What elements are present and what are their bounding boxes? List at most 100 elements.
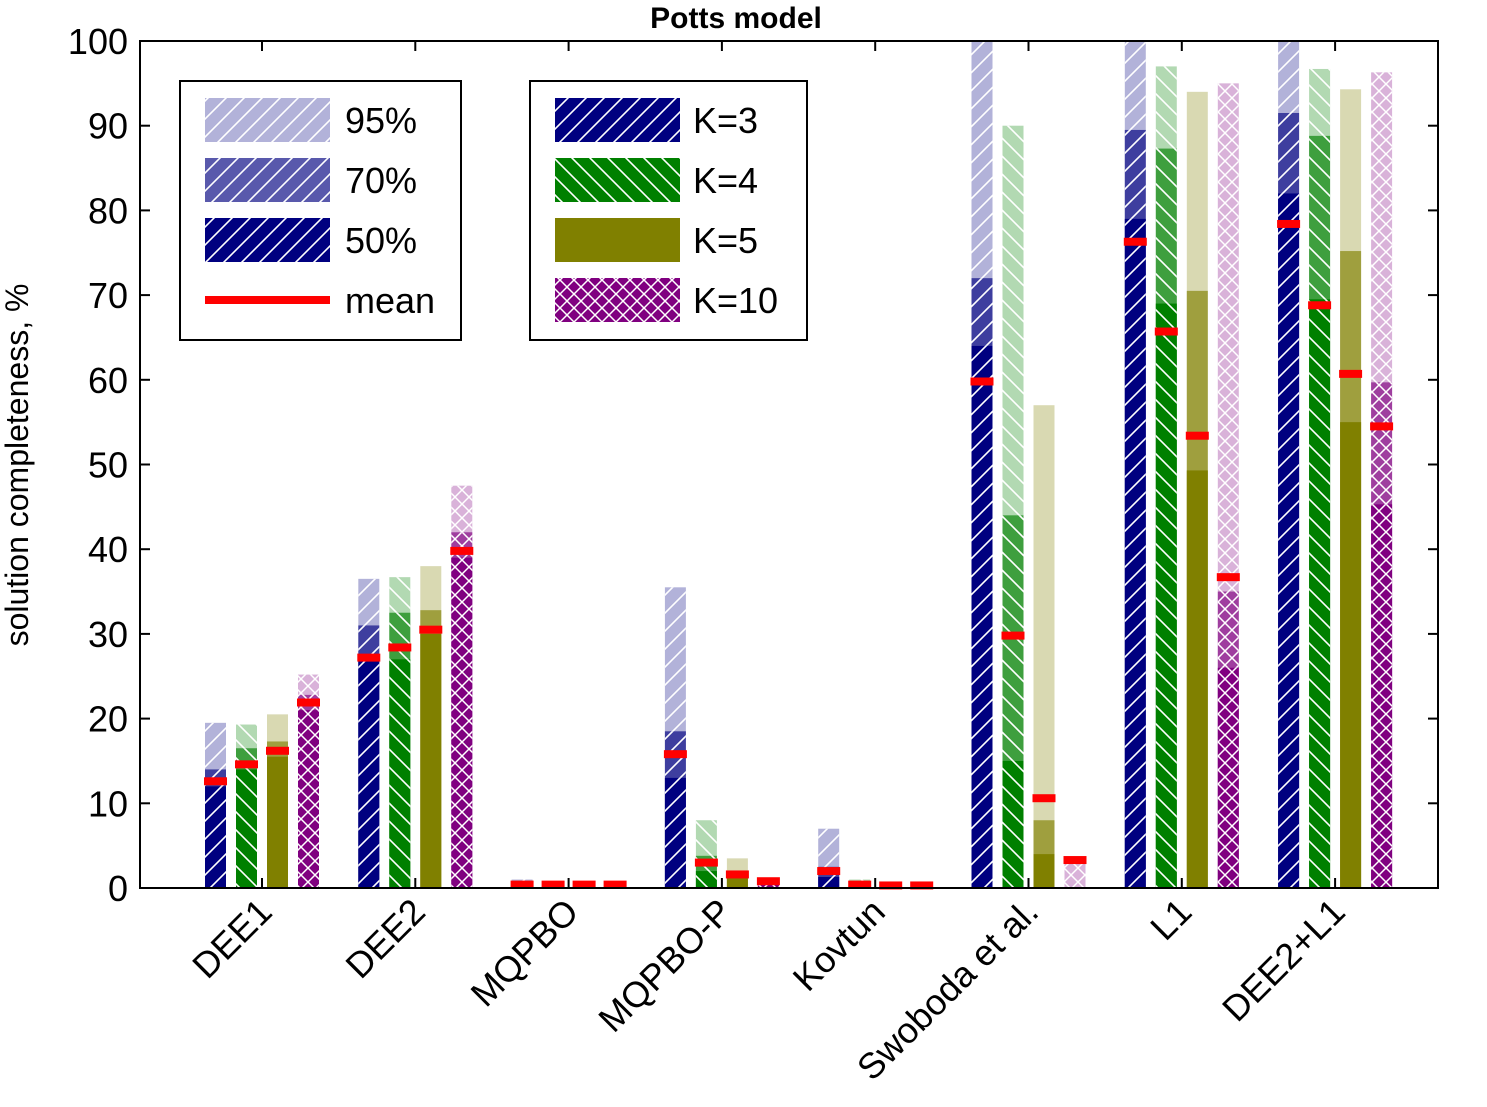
legend-swatch-hatch: [205, 218, 330, 262]
mean-marker-k3-6: [1123, 237, 1147, 246]
bar-p50-k4-7: [1309, 299, 1331, 889]
bar-fill: [1033, 405, 1055, 888]
bar-p50-k5-6: [1186, 470, 1208, 888]
bar-hatch: [818, 876, 840, 888]
bar-hatch: [971, 345, 993, 888]
bar-p50-k4-3: [695, 871, 717, 888]
y-tick-label: 70: [88, 275, 128, 316]
legend-entry-k10: K=10: [555, 278, 778, 322]
y-tick-label: 0: [108, 868, 128, 909]
bar-p50-k5-5: [1033, 854, 1055, 888]
legend-label: K=3: [693, 100, 758, 141]
bar-hatch: [298, 710, 319, 888]
y-tick-label: 40: [88, 529, 128, 570]
bar-p50-k4-5: [1002, 760, 1024, 888]
mean-marker-k4-1: [388, 643, 412, 652]
legend-swatch-hatch: [205, 158, 330, 202]
bar-p50-k10-0: [298, 710, 319, 888]
bar-hatch: [1155, 303, 1177, 888]
bar-hatch: [205, 786, 226, 888]
mean-marker-k3-4: [817, 867, 841, 876]
y-axis-label: solution completeness, %: [0, 284, 35, 647]
mean-marker-k3-1: [357, 653, 381, 662]
bar-p50-k3-5: [971, 345, 993, 888]
bar-hatch: [1371, 504, 1393, 888]
bar-p50-k3-3: [664, 777, 686, 888]
bar-p50-k3-1: [358, 659, 380, 888]
mean-marker-k5-7: [1339, 369, 1363, 378]
legend-label: 95%: [345, 100, 417, 141]
bar-p50-k5-0: [267, 756, 288, 888]
bar-hatch: [1064, 862, 1086, 888]
bar-hatch: [695, 871, 717, 888]
bar-hatch: [1278, 193, 1300, 888]
bar-hatch: [389, 659, 411, 888]
means-layer: [204, 219, 1394, 890]
bar-p50-k4-1: [389, 659, 411, 888]
percentile-legend: 95% 70% 50% mean: [179, 80, 462, 341]
legend-label: 70%: [345, 160, 417, 201]
x-tick-label: DEE2+L1: [1214, 891, 1353, 1030]
bar-hatch: [358, 659, 380, 888]
legend-swatch-hatch: [555, 158, 680, 202]
mean-marker-k10-6: [1216, 573, 1240, 582]
bar-fill: [1033, 854, 1055, 888]
legend-entry-p95: 95%: [205, 98, 417, 142]
mean-marker-k5-1: [419, 625, 443, 634]
bars-layer: [205, 41, 1393, 889]
bar-p50-k5-7: [1340, 422, 1362, 888]
y-tick-label: 100: [68, 21, 128, 62]
bar-p95-k5-5: [1033, 405, 1055, 888]
bar-hatch: [236, 769, 257, 888]
mean-marker-k3-0: [204, 777, 227, 786]
mean-marker-k10-4: [910, 881, 934, 890]
mean-marker-k4-3: [694, 858, 718, 867]
bar-hatch: [1217, 667, 1239, 888]
bar-p50-k4-6: [1155, 303, 1177, 888]
y-tick-label: 80: [88, 190, 128, 231]
x-tick-label: L1: [1142, 891, 1199, 948]
legend-entry-k5: K=5: [555, 218, 758, 262]
mean-marker-k4-7: [1308, 301, 1332, 310]
y-tick-label: 90: [88, 106, 128, 147]
mean-marker-k10-1: [450, 546, 474, 555]
bar-p50-k5-3: [726, 877, 748, 888]
bar-p95-k10-5: [1064, 862, 1086, 888]
y-tick-label: 30: [88, 614, 128, 655]
legend-label: mean: [345, 280, 435, 321]
bar-p50-k3-4: [818, 876, 840, 888]
legend-label: 50%: [345, 220, 417, 261]
legend-label: K=10: [693, 280, 778, 321]
legend-entry-k3: K=3: [555, 98, 758, 142]
y-tick-label: 20: [88, 699, 128, 740]
mean-marker-k5-2: [572, 880, 596, 889]
legend-swatch-hatch: [555, 98, 680, 142]
y-tick-label: 50: [88, 445, 128, 486]
bar-p50-k10-7: [1371, 504, 1393, 888]
mean-marker-k4-6: [1154, 327, 1178, 336]
bar-hatch: [1124, 218, 1146, 888]
mean-marker-k10-7: [1370, 422, 1394, 431]
bar-fill: [726, 877, 748, 888]
series-legend: K=3 K=4 K=5 K=10: [529, 80, 808, 341]
legend-swatch: [555, 218, 680, 262]
legend-entry-p50: 50%: [205, 218, 417, 262]
bar-fill: [267, 756, 288, 888]
mean-marker-k3-5: [970, 377, 994, 386]
bar-p50-k4-0: [236, 769, 257, 888]
y-tick-label: 10: [88, 783, 128, 824]
mean-marker-k5-4: [879, 881, 903, 890]
mean-marker-k5-0: [266, 746, 289, 755]
mean-marker-k4-2: [541, 880, 565, 889]
mean-marker-k3-7: [1277, 219, 1301, 228]
legend-label: K=5: [693, 220, 758, 261]
mean-marker-k10-2: [603, 880, 627, 889]
legend-swatch-hatch: [555, 278, 680, 322]
bar-fill: [1186, 470, 1208, 888]
bar-p50-k5-1: [420, 633, 442, 888]
mean-marker-k10-0: [297, 698, 320, 707]
bar-p50-k10-1: [451, 557, 473, 888]
chart-title: Potts model: [650, 2, 822, 35]
bar-p50-k10-6: [1217, 667, 1239, 888]
